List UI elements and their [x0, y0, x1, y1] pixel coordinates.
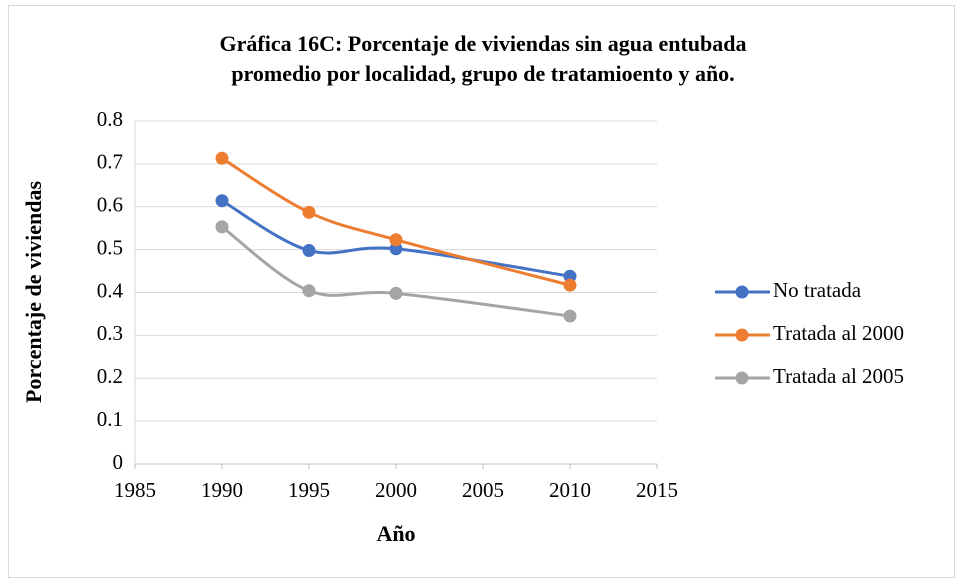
x-tick-label: 2000	[375, 478, 417, 502]
y-tick-label: 0.6	[97, 193, 123, 217]
data-point	[302, 205, 316, 219]
data-point	[389, 286, 403, 300]
series-line	[221, 157, 571, 287]
y-tick-label: 0.1	[97, 407, 123, 431]
series-line	[221, 199, 571, 278]
legend-marker	[735, 285, 749, 299]
data-point	[215, 151, 229, 165]
x-tick-label: 2010	[549, 478, 591, 502]
x-tick-label: 2015	[636, 478, 678, 502]
x-tick-label: 2005	[462, 478, 504, 502]
legend-label: No tratada	[773, 278, 862, 302]
data-point	[389, 233, 403, 247]
chart-title: promedio por localidad, grupo de tratami…	[231, 61, 734, 86]
x-tick-label: 1990	[201, 478, 243, 502]
y-tick-label: 0.2	[97, 364, 123, 388]
data-point	[302, 243, 316, 257]
data-point	[302, 284, 316, 298]
series-line	[221, 225, 571, 318]
y-tick-label: 0.7	[97, 150, 123, 174]
legend-label: Tratada al 2000	[773, 321, 904, 345]
data-point	[563, 278, 577, 292]
x-tick-label: 1995	[288, 478, 330, 502]
y-tick-label: 0.3	[97, 321, 123, 345]
y-axis-title: Porcentaje de viviendas	[21, 181, 46, 403]
y-tick-label: 0.5	[97, 235, 123, 259]
data-point	[215, 194, 229, 208]
x-tick-label: 1985	[114, 478, 156, 502]
data-point	[563, 269, 577, 283]
legend-label: Tratada al 2005	[773, 364, 904, 388]
x-axis-title: Año	[376, 521, 415, 546]
chart-frame	[8, 5, 955, 578]
legend-marker	[735, 328, 749, 342]
data-point	[215, 220, 229, 234]
data-point	[563, 309, 577, 323]
y-tick-label: 0.8	[97, 107, 123, 131]
y-tick-label: 0.4	[97, 278, 124, 302]
y-tick-label: 0	[113, 450, 124, 474]
legend-marker	[735, 371, 749, 385]
chart-title: Gráfica 16C: Porcentaje de viviendas sin…	[220, 31, 747, 56]
data-point	[389, 242, 403, 256]
